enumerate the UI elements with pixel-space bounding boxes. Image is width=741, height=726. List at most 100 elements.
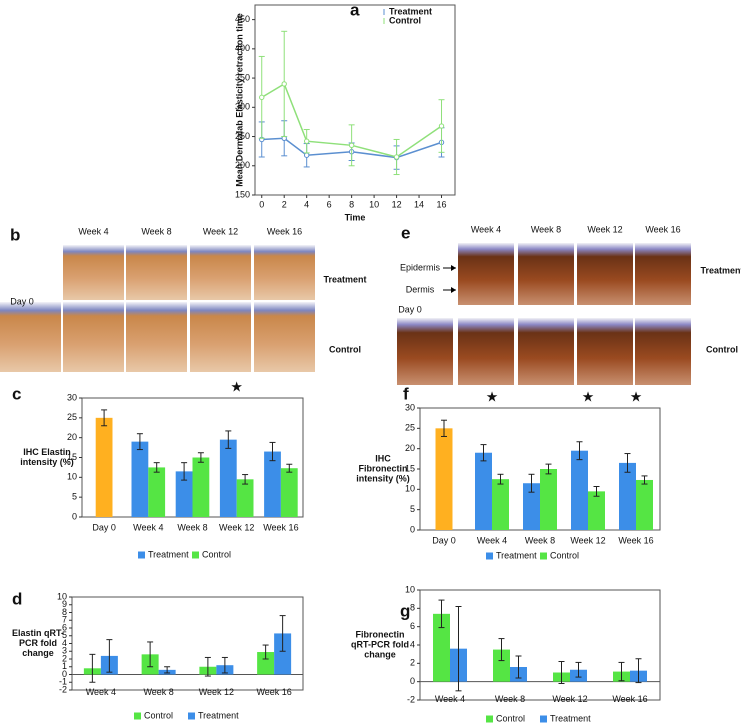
- bar: [280, 468, 298, 517]
- column-label: Week 8: [531, 224, 561, 234]
- x-tick-label: Week 16: [263, 522, 298, 532]
- y-tick-label: 200: [235, 160, 250, 170]
- point: [259, 94, 265, 101]
- y-tick-label: 5: [410, 504, 415, 514]
- point: [348, 142, 355, 149]
- y-tick-label: 5: [72, 492, 77, 502]
- x-tick-label: 10: [369, 199, 379, 209]
- legend-label: Treatment: [496, 550, 537, 560]
- y-tick-label: 10: [57, 591, 67, 601]
- y-tick-label: 6: [62, 622, 67, 632]
- x-tick-label: 0: [259, 199, 264, 209]
- histology-image: [458, 318, 514, 385]
- legend-swatch: [134, 712, 141, 720]
- x-tick-label: Week 12: [570, 535, 605, 545]
- x-tick-label: Week 16: [612, 694, 647, 704]
- column-label: Week 16: [645, 224, 680, 234]
- y-axis-label: Fibronectin: [356, 629, 405, 639]
- bar: [588, 491, 605, 530]
- panel-letter: c: [12, 384, 21, 403]
- legend-swatch: [486, 715, 493, 723]
- series-line: [261, 137, 442, 159]
- y-tick-label: 1: [62, 661, 67, 671]
- x-tick-label: Week 16: [618, 535, 653, 545]
- y-tick-label: 10: [67, 472, 77, 482]
- x-tick-label: 6: [327, 199, 332, 209]
- bar: [192, 457, 210, 517]
- y-tick-label: 5: [62, 630, 67, 640]
- y-axis-label: qRT-PCR fold: [351, 639, 409, 649]
- row-label: Treatment: [700, 265, 741, 275]
- bar: [219, 439, 237, 517]
- y-axis-label: Elastin qRT-: [12, 628, 64, 638]
- y-axis-label: IHC: [375, 453, 391, 463]
- legend-label: Treatment: [550, 713, 591, 723]
- y-tick-label: 0: [72, 511, 77, 521]
- x-tick-label: 16: [437, 199, 447, 209]
- x-tick-label: 4: [304, 199, 309, 209]
- bar: [571, 450, 588, 530]
- y-axis-label: Fibronectin: [359, 463, 408, 473]
- x-tick-label: 8: [349, 199, 354, 209]
- y-axis-label: intensity (%): [20, 457, 74, 467]
- structure-label: Epidermis: [400, 262, 441, 272]
- row-label: Treatment: [323, 274, 366, 284]
- legend-label: Control: [550, 550, 579, 560]
- y-axis-label: intensity (%): [356, 473, 410, 483]
- y-axis-label: change: [22, 648, 54, 658]
- y-axis-label: Mean Dermalab Elasticity retraction time: [234, 13, 244, 187]
- row-label: Control: [706, 344, 738, 354]
- arrow-head: [451, 265, 456, 271]
- bar: [540, 469, 557, 530]
- y-axis-label: change: [364, 649, 396, 659]
- histology-image: [63, 245, 124, 300]
- y-tick-label: 8: [62, 607, 67, 617]
- y-tick-label: 450: [235, 14, 250, 24]
- arrow-head: [451, 287, 456, 293]
- x-tick-label: Week 4: [435, 694, 465, 704]
- panel-letter: a: [350, 0, 360, 19]
- x-tick-label: Week 4: [133, 522, 163, 532]
- point: [438, 123, 445, 129]
- panel-letter: b: [10, 225, 20, 244]
- x-tick-label: Day 0: [92, 522, 116, 532]
- y-tick-label: 0: [410, 676, 415, 686]
- x-tick-label: Week 8: [177, 522, 207, 532]
- x-tick-label: Week 12: [219, 522, 254, 532]
- legend-label: Treatment: [198, 710, 239, 720]
- legend-swatch: [188, 712, 195, 720]
- y-tick-label: 9: [62, 599, 67, 609]
- y-axis-label: IHC Elastin: [23, 447, 71, 457]
- y-tick-label: 20: [67, 432, 77, 442]
- y-tick-label: 25: [405, 423, 415, 433]
- structure-label: Dermis: [406, 284, 435, 294]
- y-tick-label: 150: [235, 189, 250, 199]
- column-label: Week 16: [267, 226, 302, 236]
- x-tick-label: Day 0: [432, 535, 456, 545]
- bar: [433, 613, 450, 682]
- y-tick-label: 15: [67, 452, 77, 462]
- histology-image: [190, 245, 251, 300]
- y-tick-label: 250: [235, 131, 250, 141]
- y-axis-label: PCR fold: [19, 638, 57, 648]
- histology-image: [63, 302, 124, 372]
- y-tick-label: 10: [405, 584, 415, 594]
- y-tick-label: 15: [405, 463, 415, 473]
- y-tick-label: 25: [67, 412, 77, 422]
- legend-label: Control: [496, 713, 525, 723]
- legend-label: Control: [202, 549, 231, 559]
- y-tick-label: 30: [67, 392, 77, 402]
- y-tick-label: 300: [235, 102, 250, 112]
- histology-image: [0, 302, 61, 372]
- x-tick-label: Week 12: [199, 687, 234, 697]
- histology-image: [190, 302, 251, 372]
- x-axis-label: Time: [345, 212, 366, 222]
- bar: [492, 479, 509, 530]
- y-tick-label: -2: [407, 694, 415, 704]
- histology-image: [635, 243, 691, 305]
- y-tick-label: 4: [410, 639, 415, 649]
- y-tick-label: 0: [410, 524, 415, 534]
- y-tick-label: 30: [405, 402, 415, 412]
- legend-swatch: [138, 551, 145, 559]
- histology-image: [126, 302, 187, 372]
